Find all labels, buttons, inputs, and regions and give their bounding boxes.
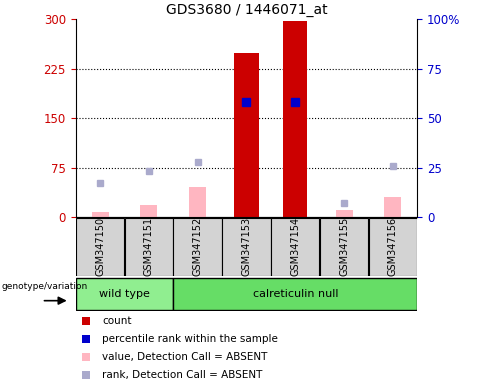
- Bar: [320, 218, 368, 276]
- Text: genotype/variation: genotype/variation: [1, 281, 88, 291]
- Text: rank, Detection Call = ABSENT: rank, Detection Call = ABSENT: [102, 370, 263, 380]
- Bar: [92, 212, 108, 217]
- Bar: [189, 187, 206, 217]
- Title: GDS3680 / 1446071_at: GDS3680 / 1446071_at: [165, 3, 327, 17]
- Bar: [369, 218, 417, 276]
- Bar: [385, 197, 402, 217]
- Bar: [336, 210, 353, 217]
- Bar: [234, 53, 259, 217]
- Bar: [174, 278, 418, 310]
- Text: calreticulin null: calreticulin null: [253, 289, 338, 299]
- Text: GSM347156: GSM347156: [388, 217, 398, 276]
- Bar: [223, 218, 270, 276]
- Text: value, Detection Call = ABSENT: value, Detection Call = ABSENT: [102, 352, 268, 362]
- Bar: [141, 205, 158, 217]
- Text: GSM347151: GSM347151: [144, 217, 154, 276]
- Bar: [76, 218, 124, 276]
- Text: GSM347153: GSM347153: [242, 217, 251, 276]
- Text: GSM347152: GSM347152: [193, 217, 203, 276]
- Bar: [174, 218, 222, 276]
- Text: GSM347155: GSM347155: [339, 217, 349, 276]
- Bar: [271, 218, 319, 276]
- Text: wild type: wild type: [99, 289, 150, 299]
- Bar: [125, 218, 173, 276]
- Bar: [283, 21, 307, 217]
- Bar: [76, 278, 173, 310]
- Text: GSM347154: GSM347154: [290, 217, 300, 276]
- Text: percentile rank within the sample: percentile rank within the sample: [102, 334, 278, 344]
- Text: GSM347150: GSM347150: [95, 217, 105, 276]
- Text: count: count: [102, 316, 132, 326]
